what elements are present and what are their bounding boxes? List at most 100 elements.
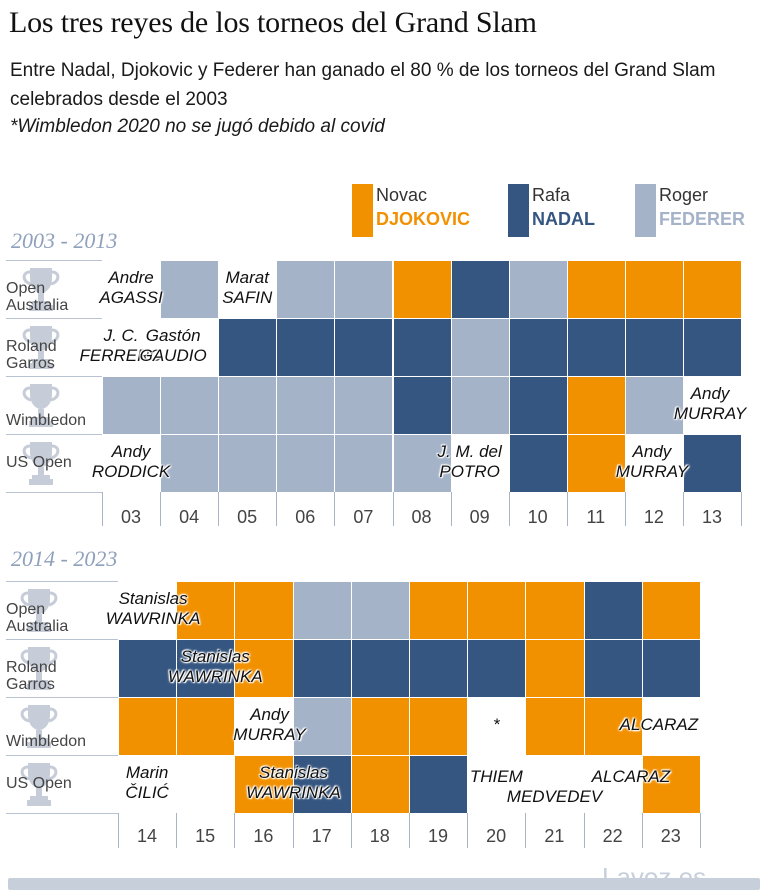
grid-cell (624, 318, 684, 377)
grid-cell (508, 318, 568, 377)
winner-name-line: J. M. del (437, 442, 502, 461)
grid-cell (276, 318, 336, 377)
legend-last-name: FEDERER (659, 209, 746, 229)
legend-swatch (508, 184, 529, 237)
grid-cell (160, 318, 220, 377)
year-label: 05 (237, 507, 258, 527)
grid-cell (102, 318, 162, 377)
year-label: 15 (195, 826, 216, 846)
legend-first-name: Novac (376, 185, 428, 205)
grid-cell (467, 581, 527, 640)
chart-title: Los tres reyes de los torneos del Grand … (9, 6, 537, 39)
winner-name-line: Stanislas (259, 763, 328, 782)
grid-cell (450, 260, 510, 319)
column-line (102, 492, 103, 526)
year-label: 14 (136, 826, 158, 846)
winner-name: Stanislas WAWRINKA (106, 589, 201, 629)
winner-name-line: ALCARAZ (591, 767, 671, 786)
winner-name-line: Andy (690, 384, 730, 403)
grid-cell (392, 318, 452, 377)
winner-name-line: GAUDIO (139, 346, 207, 365)
trophy-cup-icon (16, 759, 62, 809)
tournament-label: US Open (6, 775, 72, 792)
tournament-label: Open Australia (6, 280, 69, 314)
grid-cell (392, 260, 452, 319)
column-line (566, 492, 568, 526)
year-label: 16 (253, 826, 274, 846)
grid-cell (508, 376, 568, 435)
grid-cell (392, 376, 452, 435)
column-line (392, 492, 394, 526)
grid-cell (508, 260, 568, 319)
trophy-cup-icon (16, 701, 62, 751)
year-label: 12 (643, 507, 664, 527)
grid-cell (234, 581, 294, 640)
grid-cell (508, 434, 568, 493)
trophy-cup-icon (18, 322, 64, 372)
grid-cell (525, 697, 585, 756)
grid-cell (350, 697, 410, 756)
winner-name: Stanislas WAWRINKA (246, 763, 341, 803)
column-line (176, 813, 178, 848)
grid-cell (409, 639, 469, 698)
column-line (118, 813, 119, 848)
year-label: 06 (295, 507, 316, 527)
winner-name-line: WAWRINKA (246, 783, 341, 802)
grid-cell (641, 639, 701, 698)
grid-cell (350, 639, 410, 698)
winner-name-line: THIEM (469, 767, 523, 786)
grid-cell (118, 697, 178, 756)
grid-cell (392, 434, 452, 493)
tournament-label: Wimbledon (6, 412, 87, 429)
grid-cell (292, 581, 352, 640)
winner-name-line: Stanislas (180, 647, 250, 666)
grid-cell (583, 639, 643, 698)
grid-cell (160, 434, 220, 493)
winner-name: Marat SAFIN (222, 268, 272, 308)
grid-cell (176, 697, 236, 756)
winner-name-line: Andre (108, 268, 154, 287)
year-label: 09 (469, 507, 490, 527)
grid-cell (218, 318, 278, 377)
grid-cell (566, 376, 626, 435)
year-label: 13 (701, 507, 723, 527)
grid-cell (566, 434, 626, 493)
grid-cell (334, 318, 394, 377)
grid-cell (450, 434, 510, 493)
winner-name-line: J. C. (103, 326, 139, 345)
grid-cell (218, 376, 278, 435)
tournament-label: Open Australia (6, 601, 69, 635)
winner-name-line: MURRAY (233, 725, 306, 744)
grid-cell (218, 260, 278, 319)
grid-cell (450, 318, 510, 377)
grid-cell (160, 376, 220, 435)
column-line (508, 492, 510, 526)
winner-name-line: WAWRINKA (167, 667, 263, 686)
year-label: 23 (660, 826, 681, 846)
year-label: 21 (544, 826, 565, 846)
winner-name-line: MEDVEDEV (506, 787, 603, 806)
winner-name-line: * (492, 715, 500, 734)
winner-name-line: MURRAY (673, 404, 747, 423)
grid-cell (683, 260, 743, 319)
winner-name: MEDVEDEV (507, 787, 602, 807)
chart-subtitle: Entre Nadal, Djokovic y Federer han gana… (10, 60, 716, 110)
year-label: 18 (369, 826, 390, 846)
winner-name: * (493, 715, 500, 735)
trophy-cup-icon (18, 438, 64, 488)
grid-cell (276, 434, 336, 493)
column-line (683, 492, 684, 526)
column-line (467, 813, 469, 848)
column-line (700, 813, 701, 848)
column-line (525, 813, 527, 848)
grid-cell (276, 376, 336, 435)
grid-cell (641, 581, 701, 640)
winner-name: J. M. del POTRO (438, 442, 502, 482)
grid-cell (350, 755, 410, 814)
grid-cell (566, 260, 626, 319)
legend-swatch (635, 184, 656, 237)
grid-cell (467, 697, 527, 756)
tournament-label: US Open (6, 454, 72, 471)
grid-cell (102, 376, 162, 435)
winner-name-line: Andy (111, 442, 151, 461)
